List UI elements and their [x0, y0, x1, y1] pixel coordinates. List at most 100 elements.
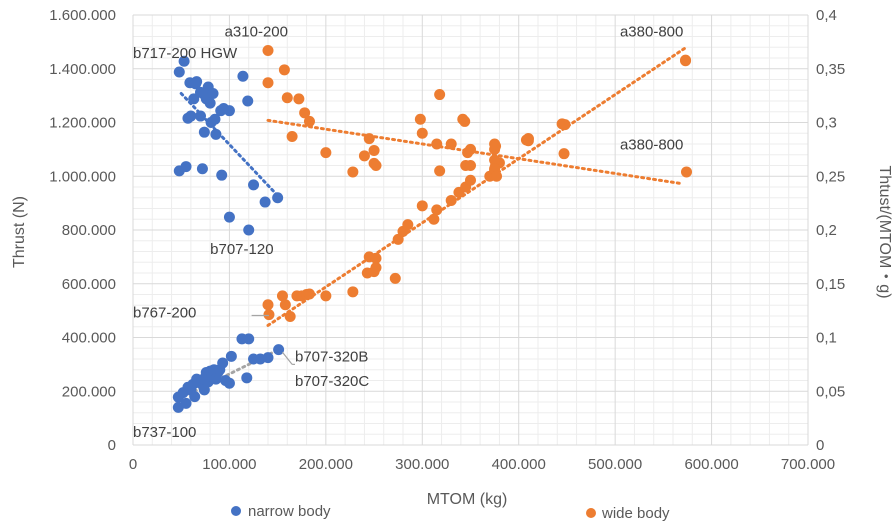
- y2-tick-label: 0,2: [816, 222, 837, 239]
- y2-tick-label: 0,1: [816, 330, 837, 347]
- x-tick-label: 700.000: [781, 456, 835, 473]
- point-narrow-body-thrust: [225, 350, 237, 362]
- y-tick-label: 1.000.000: [49, 168, 116, 185]
- y-tick-label: 0: [108, 437, 116, 454]
- point-narrow-body-ratio: [237, 70, 249, 82]
- point-wide-body-thrust: [416, 200, 428, 212]
- y-tick-label: 1.200.000: [49, 115, 116, 132]
- point-wide-body-ratio: [459, 115, 471, 127]
- point-narrow-body-thrust: [243, 333, 255, 345]
- y2-tick-label: 0,05: [816, 383, 845, 400]
- y-tick-label: 600.000: [62, 276, 116, 293]
- point-narrow-body-ratio: [259, 196, 271, 208]
- data-label: b707-320B: [295, 349, 368, 366]
- point-wide-body-ratio: [278, 64, 290, 76]
- annotation-layer: b717-200 HGW a310-200 a380-800 a380-800 b707…: [133, 24, 683, 441]
- x-tick-label: 500.000: [588, 456, 642, 473]
- point-wide-body-ratio: [370, 160, 382, 171]
- point-wide-body-ratio: [293, 93, 305, 105]
- point-narrow-body-ratio: [242, 95, 254, 107]
- data-label: b717-200 HGW: [133, 45, 238, 62]
- point-narrow-body-ratio: [210, 128, 222, 140]
- x-tick-label: 200.000: [299, 456, 353, 473]
- point-wide-body-ratio: [368, 144, 380, 156]
- point-wide-body-thrust: [347, 286, 359, 298]
- x-tick-label: 600.000: [684, 456, 738, 473]
- point-wide-body-ratio: [320, 147, 332, 159]
- y2-tick-label: 0,25: [816, 168, 845, 185]
- point-wide-body-ratio: [299, 107, 311, 119]
- legend-label-wide-body: wide body: [601, 505, 670, 522]
- point-wide-body-ratio: [431, 138, 443, 150]
- trendline: [266, 118, 685, 186]
- y2-tick-label: 0,15: [816, 276, 845, 293]
- point-narrow-body-ratio: [173, 66, 185, 78]
- x-tick-label: 0: [129, 456, 137, 473]
- trendline: [179, 91, 280, 198]
- point-wide-body-thrust: [303, 288, 315, 300]
- point-narrow-body-ratio: [223, 211, 235, 223]
- legend-label-narrow-body: narrow body: [248, 503, 331, 520]
- point-wide-body-ratio: [465, 143, 476, 155]
- point-wide-body-ratio: [490, 140, 502, 152]
- y-tick-label: 1.400.000: [49, 61, 116, 78]
- point-wide-body-thrust: [263, 309, 275, 321]
- legend: narrow body wide body: [231, 503, 670, 522]
- y2-tick-label: 0,4: [816, 7, 837, 24]
- point-narrow-body-ratio: [185, 110, 197, 122]
- data-label: b707-320C: [295, 373, 369, 390]
- point-narrow-body-thrust: [241, 372, 253, 384]
- point-wide-body-ratio: [286, 130, 298, 142]
- point-narrow-body-ratio: [248, 179, 260, 191]
- point-narrow-body-ratio: [196, 163, 208, 175]
- point-wide-body-ratio: [522, 135, 534, 147]
- point-wide-body-thrust: [276, 290, 288, 302]
- point-narrow-body-ratio: [272, 192, 284, 204]
- point-wide-body-thrust: [370, 252, 382, 264]
- point-narrow-body-ratio: [216, 169, 228, 181]
- point-narrow-body-ratio: [209, 113, 221, 125]
- point-wide-body-thrust: [262, 299, 274, 311]
- point-wide-body-thrust: [445, 194, 457, 206]
- y2-tick-label: 0,3: [816, 115, 837, 132]
- trendline: [266, 46, 688, 327]
- point-narrow-body-ratio: [198, 126, 210, 138]
- axis-layer: 0 100.000 200.000 300.000 400.000 500.000 600.…: [49, 7, 845, 473]
- point-narrow-body-thrust: [189, 391, 201, 403]
- y2-axis-title: Thtust/(MTOM・g): [876, 165, 892, 298]
- point-narrow-body-ratio: [204, 97, 216, 109]
- point-wide-body-ratio: [434, 165, 446, 177]
- y-tick-label: 800.000: [62, 222, 116, 239]
- point-narrow-body-ratio: [223, 105, 235, 117]
- y-tick-label: 200.000: [62, 383, 116, 400]
- point-narrow-body-ratio: [191, 76, 203, 88]
- point-wide-body-ratio: [262, 77, 274, 89]
- point-wide-body-thrust: [402, 219, 414, 231]
- legend-marker-narrow-body: [231, 506, 241, 516]
- point-wide-body-ratio: [434, 89, 446, 101]
- legend-marker-wide-body: [586, 508, 596, 518]
- point-narrow-body-ratio: [195, 110, 206, 122]
- point-wide-body-ratio: [559, 119, 571, 131]
- point-wide-body-ratio: [558, 148, 570, 160]
- y-axis-title: Thrust (N): [11, 196, 28, 268]
- point-wide-body-ratio: [414, 113, 426, 125]
- point-narrow-body-thrust: [180, 397, 192, 409]
- point-wide-body-thrust: [428, 213, 440, 225]
- point-wide-body-thrust: [431, 204, 443, 216]
- point-narrow-body-thrust: [223, 377, 235, 389]
- point-wide-body-ratio: [303, 115, 315, 127]
- point-wide-body-ratio: [358, 150, 370, 162]
- y2-tick-label: 0,35: [816, 61, 845, 78]
- point-narrow-body-ratio: [207, 87, 219, 99]
- point-wide-body-ratio: [491, 170, 503, 182]
- point-wide-body-ratio: [445, 138, 457, 150]
- point-narrow-body-ratio: [178, 55, 190, 67]
- y-tick-label: 1.600.000: [49, 7, 116, 24]
- y2-tick-label: 0: [816, 437, 824, 454]
- point-layer: [172, 44, 692, 413]
- point-wide-body-thrust: [370, 262, 382, 274]
- x-axis-title: MTOM (kg): [427, 491, 508, 508]
- point-wide-body-thrust: [284, 311, 296, 323]
